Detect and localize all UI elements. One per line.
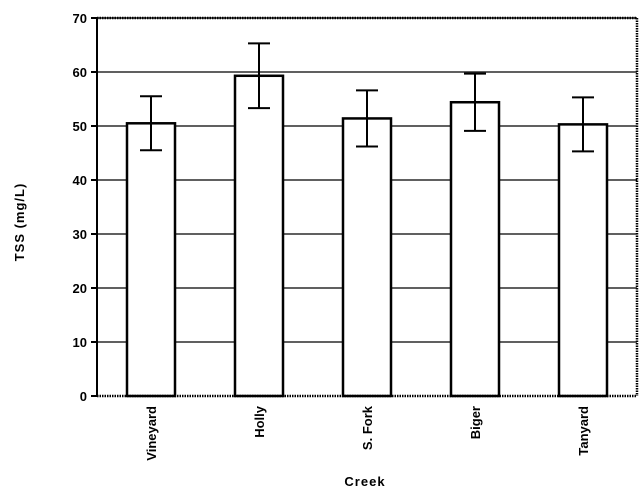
bars [125,74,609,398]
error-bar [464,72,486,132]
x-tick-label: S. Fork [360,405,375,450]
y-tick-label: 30 [73,227,87,242]
y-tick-label: 50 [73,119,87,134]
y-tick-label: 20 [73,281,87,296]
bar [449,100,501,398]
error-bars [140,42,594,153]
x-tick-label: Vineyard [144,406,159,461]
y-tick-label: 70 [73,11,87,26]
x-tick-label: Holly [252,405,267,438]
x-axis-title: Creek [344,474,385,489]
y-tick-label: 0 [80,389,87,404]
y-tick-label: 40 [73,173,87,188]
y-tick-label: 60 [73,65,87,80]
axes [91,16,639,398]
bar [233,74,285,398]
y-axis-title: TSS (mg/L) [12,183,27,262]
bar [125,122,177,398]
y-tick-label: 10 [73,335,87,350]
error-bar [140,95,162,152]
x-tick-label: Biger [468,406,483,439]
x-tick-labels: Vineyard Holly S. Fork Biger Tanyard [144,405,591,460]
bar [341,117,393,398]
error-bar [572,96,594,153]
y-tick-labels: 0 10 20 30 40 50 60 70 [73,11,87,404]
error-bar [248,42,270,110]
x-tick-label: Tanyard [576,406,591,456]
error-bar [356,89,378,148]
bar [557,123,609,398]
